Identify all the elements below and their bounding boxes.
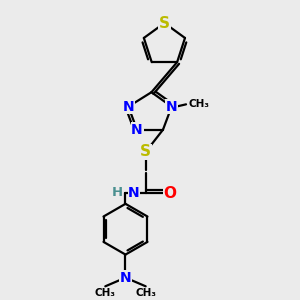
Text: N: N: [131, 123, 143, 137]
Text: CH₃: CH₃: [135, 288, 156, 298]
Text: CH₃: CH₃: [188, 99, 209, 109]
Text: S: S: [159, 16, 170, 31]
Text: N: N: [120, 271, 131, 285]
Text: CH₃: CH₃: [95, 288, 116, 298]
Text: N: N: [166, 100, 177, 114]
Text: S: S: [140, 144, 151, 159]
Text: N: N: [128, 186, 140, 200]
Text: O: O: [164, 186, 177, 201]
Text: H: H: [112, 186, 123, 199]
Text: N: N: [123, 100, 134, 114]
